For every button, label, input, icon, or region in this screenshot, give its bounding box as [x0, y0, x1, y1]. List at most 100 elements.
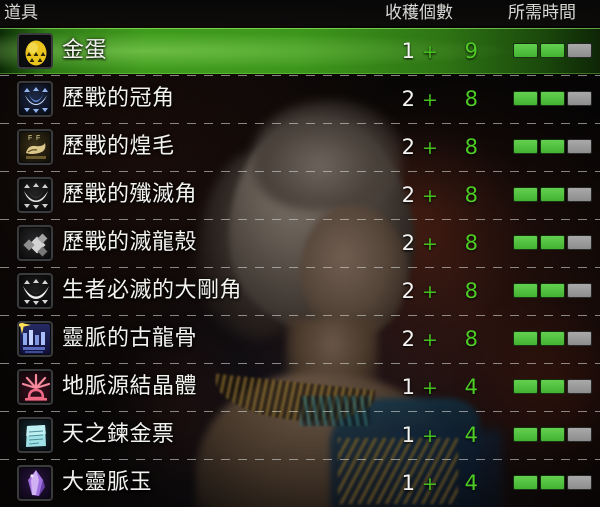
- required-time-gauge: [513, 43, 593, 58]
- harvest-bonus-count: 8: [464, 327, 478, 351]
- item-row[interactable]: 地脈源結晶體 1 +4: [0, 363, 600, 411]
- row-separator: [0, 363, 600, 364]
- tempered-dragon-shell-icon: [17, 225, 53, 261]
- harvest-base-count: 1: [401, 375, 415, 399]
- time-segment: [540, 475, 565, 490]
- item-row[interactable]: 大靈脈玉 1 +4: [0, 459, 600, 507]
- harvest-bonus-count: 4: [464, 423, 478, 447]
- time-segment: [513, 91, 538, 106]
- svg-text:F: F: [28, 135, 32, 142]
- item-name: 金蛋: [62, 38, 108, 63]
- harvest-bonus-count: 8: [464, 87, 478, 111]
- plus-sign: +: [422, 41, 438, 63]
- time-segment: [567, 139, 592, 154]
- row-separator: [0, 411, 600, 412]
- harvest-bonus-count: 8: [464, 183, 478, 207]
- item-row[interactable]: 天之鍊金票 1 +4: [0, 411, 600, 459]
- harvest-bonus-count: 8: [464, 279, 478, 303]
- time-segment: [567, 187, 592, 202]
- harvest-base-count: 1: [401, 423, 415, 447]
- row-separator: [0, 315, 600, 316]
- item-name: 歷戰的煌毛: [62, 134, 175, 159]
- row-separator: [0, 267, 600, 268]
- time-segment: [567, 283, 592, 298]
- time-segment: [540, 91, 565, 106]
- item-row[interactable]: F F 歷戰的煌毛 2 +8: [0, 123, 600, 171]
- plus-sign: +: [422, 233, 438, 255]
- required-time-gauge: [513, 139, 593, 154]
- time-segment: [540, 283, 565, 298]
- row-separator: [0, 75, 600, 76]
- item-row[interactable]: 歷戰的殲滅角 2 +8: [0, 171, 600, 219]
- time-segment: [567, 427, 592, 442]
- time-segment: [513, 43, 538, 58]
- list-header: 道具 收穫個數 所需時間: [0, 0, 600, 26]
- item-name: 生者必滅的大剛角: [62, 278, 243, 303]
- time-segment: [513, 235, 538, 250]
- golden-egg-icon: [17, 33, 53, 69]
- svg-text:F: F: [36, 135, 40, 142]
- time-segment: [540, 187, 565, 202]
- item-row[interactable]: 金蛋 1 +9: [0, 27, 600, 75]
- item-name: 大靈脈玉: [62, 470, 153, 495]
- time-segment: [513, 427, 538, 442]
- header-harvest-count-label: 收穫個數: [385, 3, 453, 23]
- header-items-label: 道具: [4, 3, 38, 23]
- item-name: 地脈源結晶體: [62, 374, 198, 399]
- sparkle-icon: [19, 323, 31, 334]
- harvest-base-count: 2: [401, 279, 415, 303]
- plus-sign: +: [422, 137, 438, 159]
- time-segment: [540, 331, 565, 346]
- harvest-bonus-count: 8: [464, 135, 478, 159]
- required-time-gauge: [513, 379, 593, 394]
- mighty-horn-icon: [17, 273, 53, 309]
- time-segment: [540, 235, 565, 250]
- required-time-gauge: [513, 427, 593, 442]
- row-separator: [0, 459, 600, 460]
- time-segment: [540, 427, 565, 442]
- time-segment: [540, 379, 565, 394]
- harvest-bonus-count: 4: [464, 375, 478, 399]
- row-separator: [0, 123, 600, 124]
- tempered-annihil-horn-icon: [17, 177, 53, 213]
- harvest-base-count: 2: [401, 135, 415, 159]
- required-time-gauge: [513, 331, 593, 346]
- harvest-base-count: 2: [401, 327, 415, 351]
- time-segment: [540, 43, 565, 58]
- harvest-bonus-count: 8: [464, 231, 478, 255]
- item-row[interactable]: 歷戰的滅龍殼 2 +8: [0, 219, 600, 267]
- great-spirit-jewel-icon: [17, 465, 53, 501]
- item-row[interactable]: 靈脈的古龍骨 2 +8: [0, 315, 600, 363]
- harvest-base-count: 2: [401, 87, 415, 111]
- item-row[interactable]: 歷戰的冠角 2 +8: [0, 75, 600, 123]
- time-segment: [513, 379, 538, 394]
- harvest-base-count: 2: [401, 183, 415, 207]
- item-name: 歷戰的滅龍殼: [62, 230, 198, 255]
- time-segment: [567, 475, 592, 490]
- plus-sign: +: [422, 89, 438, 111]
- time-segment: [567, 379, 592, 394]
- plus-sign: +: [422, 425, 438, 447]
- time-segment: [513, 331, 538, 346]
- row-separator: [0, 171, 600, 172]
- tempered-gleam-fur-icon: F F: [17, 129, 53, 165]
- plus-sign: +: [422, 377, 438, 399]
- time-segment: [567, 235, 592, 250]
- time-segment: [540, 139, 565, 154]
- plus-sign: +: [422, 473, 438, 495]
- tempered-crown-horn-icon: [17, 81, 53, 117]
- item-name: 歷戰的殲滅角: [62, 182, 198, 207]
- item-row[interactable]: 生者必滅的大剛角 2 +8: [0, 267, 600, 315]
- required-time-gauge: [513, 475, 593, 490]
- time-segment: [513, 475, 538, 490]
- time-segment: [513, 187, 538, 202]
- row-separator: [0, 219, 600, 220]
- time-segment: [567, 43, 592, 58]
- time-segment: [513, 139, 538, 154]
- item-list[interactable]: 金蛋 1 +9 歷戰的冠角 2 +8 F F 歷戰的煌毛 2 +8: [0, 27, 600, 507]
- required-time-gauge: [513, 187, 593, 202]
- required-time-gauge: [513, 91, 593, 106]
- item-name: 歷戰的冠角: [62, 86, 175, 111]
- harvest-base-count: 1: [401, 39, 415, 63]
- plus-sign: +: [422, 185, 438, 207]
